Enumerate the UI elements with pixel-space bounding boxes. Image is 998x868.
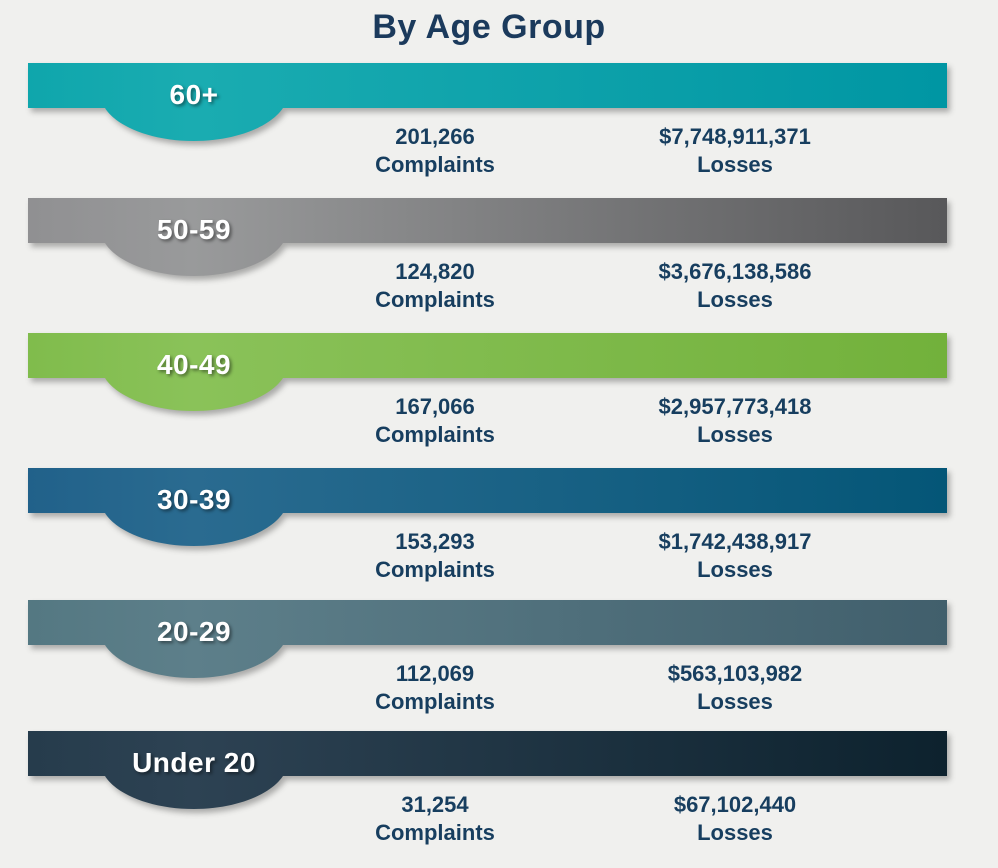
complaints-caption: Complaints (375, 820, 495, 845)
age-group-row-30-39: 30-39 153,293 Complaints $1,742,438,917 … (0, 466, 998, 601)
complaints-caption: Complaints (375, 557, 495, 582)
losses-stat: $1,742,438,917 Losses (575, 528, 895, 584)
losses-caption: Losses (697, 820, 773, 845)
losses-stat: $2,957,773,418 Losses (575, 393, 895, 449)
losses-caption: Losses (697, 287, 773, 312)
complaints-stat: 167,066 Complaints (275, 393, 595, 449)
age-group-label: 50-59 (156, 214, 232, 245)
complaints-value: 167,066 (395, 394, 475, 419)
ribbon-shape (28, 468, 947, 546)
row-stats: 167,066 Complaints $2,957,773,418 Losses (0, 393, 998, 455)
row-stats: 31,254 Complaints $67,102,440 Losses (0, 791, 998, 853)
chart-title: By Age Group (372, 8, 606, 46)
age-group-row-under20: Under 20 31,254 Complaints $67,102,440 L… (0, 729, 998, 864)
age-group-label: 60+ (169, 79, 219, 110)
complaints-stat: 124,820 Complaints (275, 258, 595, 314)
complaints-value: 153,293 (395, 529, 475, 554)
complaints-caption: Complaints (375, 689, 495, 714)
age-group-label: Under 20 (132, 747, 256, 778)
ribbon-shape (28, 198, 947, 276)
complaints-stat: 153,293 Complaints (275, 528, 595, 584)
complaints-value: 201,266 (395, 124, 475, 149)
age-group-row-40-49: 40-49 167,066 Complaints $2,957,773,418 … (0, 331, 998, 466)
age-group-row-60plus: 60+ 201,266 Complaints $7,748,911,371 Lo… (0, 61, 998, 196)
ribbon-shape (28, 63, 947, 141)
row-stats: 153,293 Complaints $1,742,438,917 Losses (0, 528, 998, 590)
age-group-row-20-29: 20-29 112,069 Complaints $563,103,982 Lo… (0, 598, 998, 733)
ribbon-shape (28, 731, 947, 809)
age-group-label: 20-29 (156, 616, 232, 647)
losses-caption: Losses (697, 422, 773, 447)
complaints-value: 31,254 (401, 792, 469, 817)
complaints-stat: 112,069 Complaints (275, 660, 595, 716)
losses-caption: Losses (697, 152, 773, 177)
losses-stat: $67,102,440 Losses (575, 791, 895, 847)
complaints-caption: Complaints (375, 152, 495, 177)
age-group-row-50-59: 50-59 124,820 Complaints $3,676,138,586 … (0, 196, 998, 331)
losses-caption: Losses (697, 689, 773, 714)
losses-value: $3,676,138,586 (658, 259, 812, 284)
complaints-caption: Complaints (375, 287, 495, 312)
losses-value: $1,742,438,917 (658, 529, 812, 554)
losses-value: $7,748,911,371 (659, 124, 811, 149)
row-stats: 201,266 Complaints $7,748,911,371 Losses (0, 123, 998, 185)
losses-value: $67,102,440 (673, 792, 797, 817)
row-stats: 124,820 Complaints $3,676,138,586 Losses (0, 258, 998, 320)
complaints-stat: 201,266 Complaints (275, 123, 595, 179)
losses-value: $563,103,982 (667, 661, 803, 686)
age-group-label: 30-39 (156, 484, 232, 515)
losses-caption: Losses (697, 557, 773, 582)
ribbon-shape (28, 600, 947, 678)
complaints-caption: Complaints (375, 422, 495, 447)
complaints-value: 112,069 (395, 661, 475, 686)
row-stats: 112,069 Complaints $563,103,982 Losses (0, 660, 998, 722)
losses-value: $2,957,773,418 (658, 394, 812, 419)
age-group-label: 40-49 (156, 349, 232, 380)
complaints-value: 124,820 (395, 259, 475, 284)
losses-stat: $7,748,911,371 Losses (575, 123, 895, 179)
complaints-stat: 31,254 Complaints (275, 791, 595, 847)
ribbon-shape (28, 333, 947, 411)
losses-stat: $3,676,138,586 Losses (575, 258, 895, 314)
losses-stat: $563,103,982 Losses (575, 660, 895, 716)
